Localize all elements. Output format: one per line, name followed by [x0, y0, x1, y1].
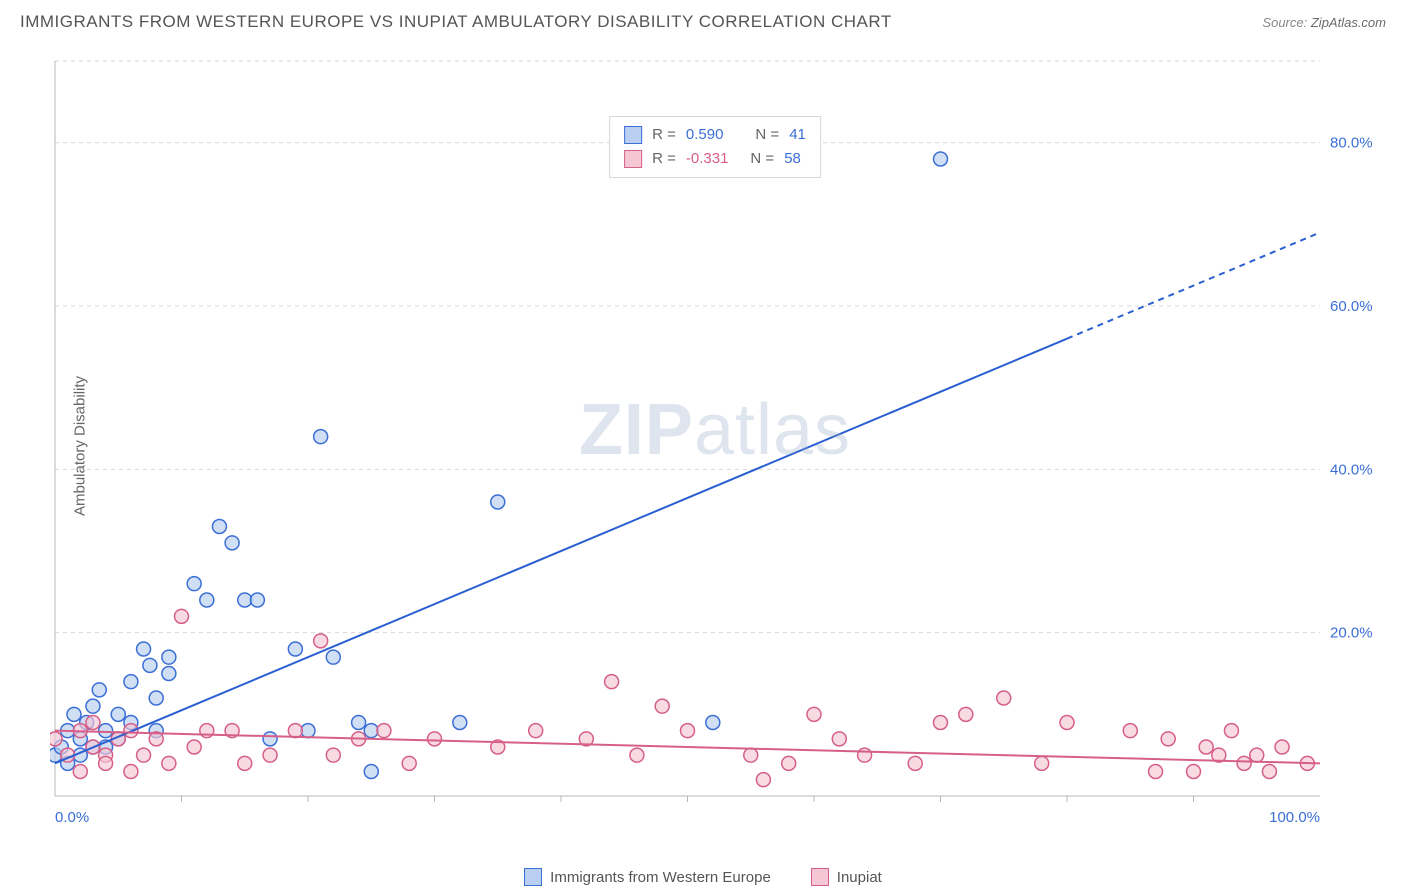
chart-title: IMMIGRANTS FROM WESTERN EUROPE VS INUPIA… [20, 12, 892, 32]
chart-area: 0.0%100.0%20.0%40.0%60.0%80.0% ZIPatlas … [50, 56, 1380, 836]
legend-swatch-blue [624, 126, 642, 144]
r-label: R = [652, 147, 676, 171]
legend-label: Immigrants from Western Europe [550, 869, 771, 886]
svg-text:20.0%: 20.0% [1330, 625, 1373, 642]
svg-text:0.0%: 0.0% [55, 809, 89, 826]
legend-item: Immigrants from Western Europe [524, 868, 771, 886]
r-value: -0.331 [686, 147, 729, 171]
legend-stats-row: R = 0.590 N = 41 [624, 123, 806, 147]
legend-swatch-pink [624, 150, 642, 168]
source-label: Source: [1262, 15, 1307, 30]
legend-swatch-pink [811, 868, 829, 886]
svg-text:60.0%: 60.0% [1330, 298, 1373, 315]
r-value: 0.590 [686, 123, 724, 147]
n-label: N = [755, 123, 779, 147]
source-name: ZipAtlas.com [1311, 15, 1386, 30]
n-label: N = [750, 147, 774, 171]
n-value: 41 [789, 123, 806, 147]
legend-series: Immigrants from Western Europe Inupiat [0, 868, 1406, 886]
n-value: 58 [784, 147, 801, 171]
r-label: R = [652, 123, 676, 147]
legend-stats: R = 0.590 N = 41 R = -0.331 N = 58 [609, 116, 821, 178]
svg-text:80.0%: 80.0% [1330, 135, 1373, 152]
legend-item: Inupiat [811, 868, 882, 886]
svg-text:40.0%: 40.0% [1330, 461, 1373, 478]
legend-label: Inupiat [837, 869, 882, 886]
svg-text:100.0%: 100.0% [1269, 809, 1320, 826]
source-attribution: Source: ZipAtlas.com [1262, 15, 1386, 30]
legend-swatch-blue [524, 868, 542, 886]
legend-stats-row: R = -0.331 N = 58 [624, 147, 806, 171]
